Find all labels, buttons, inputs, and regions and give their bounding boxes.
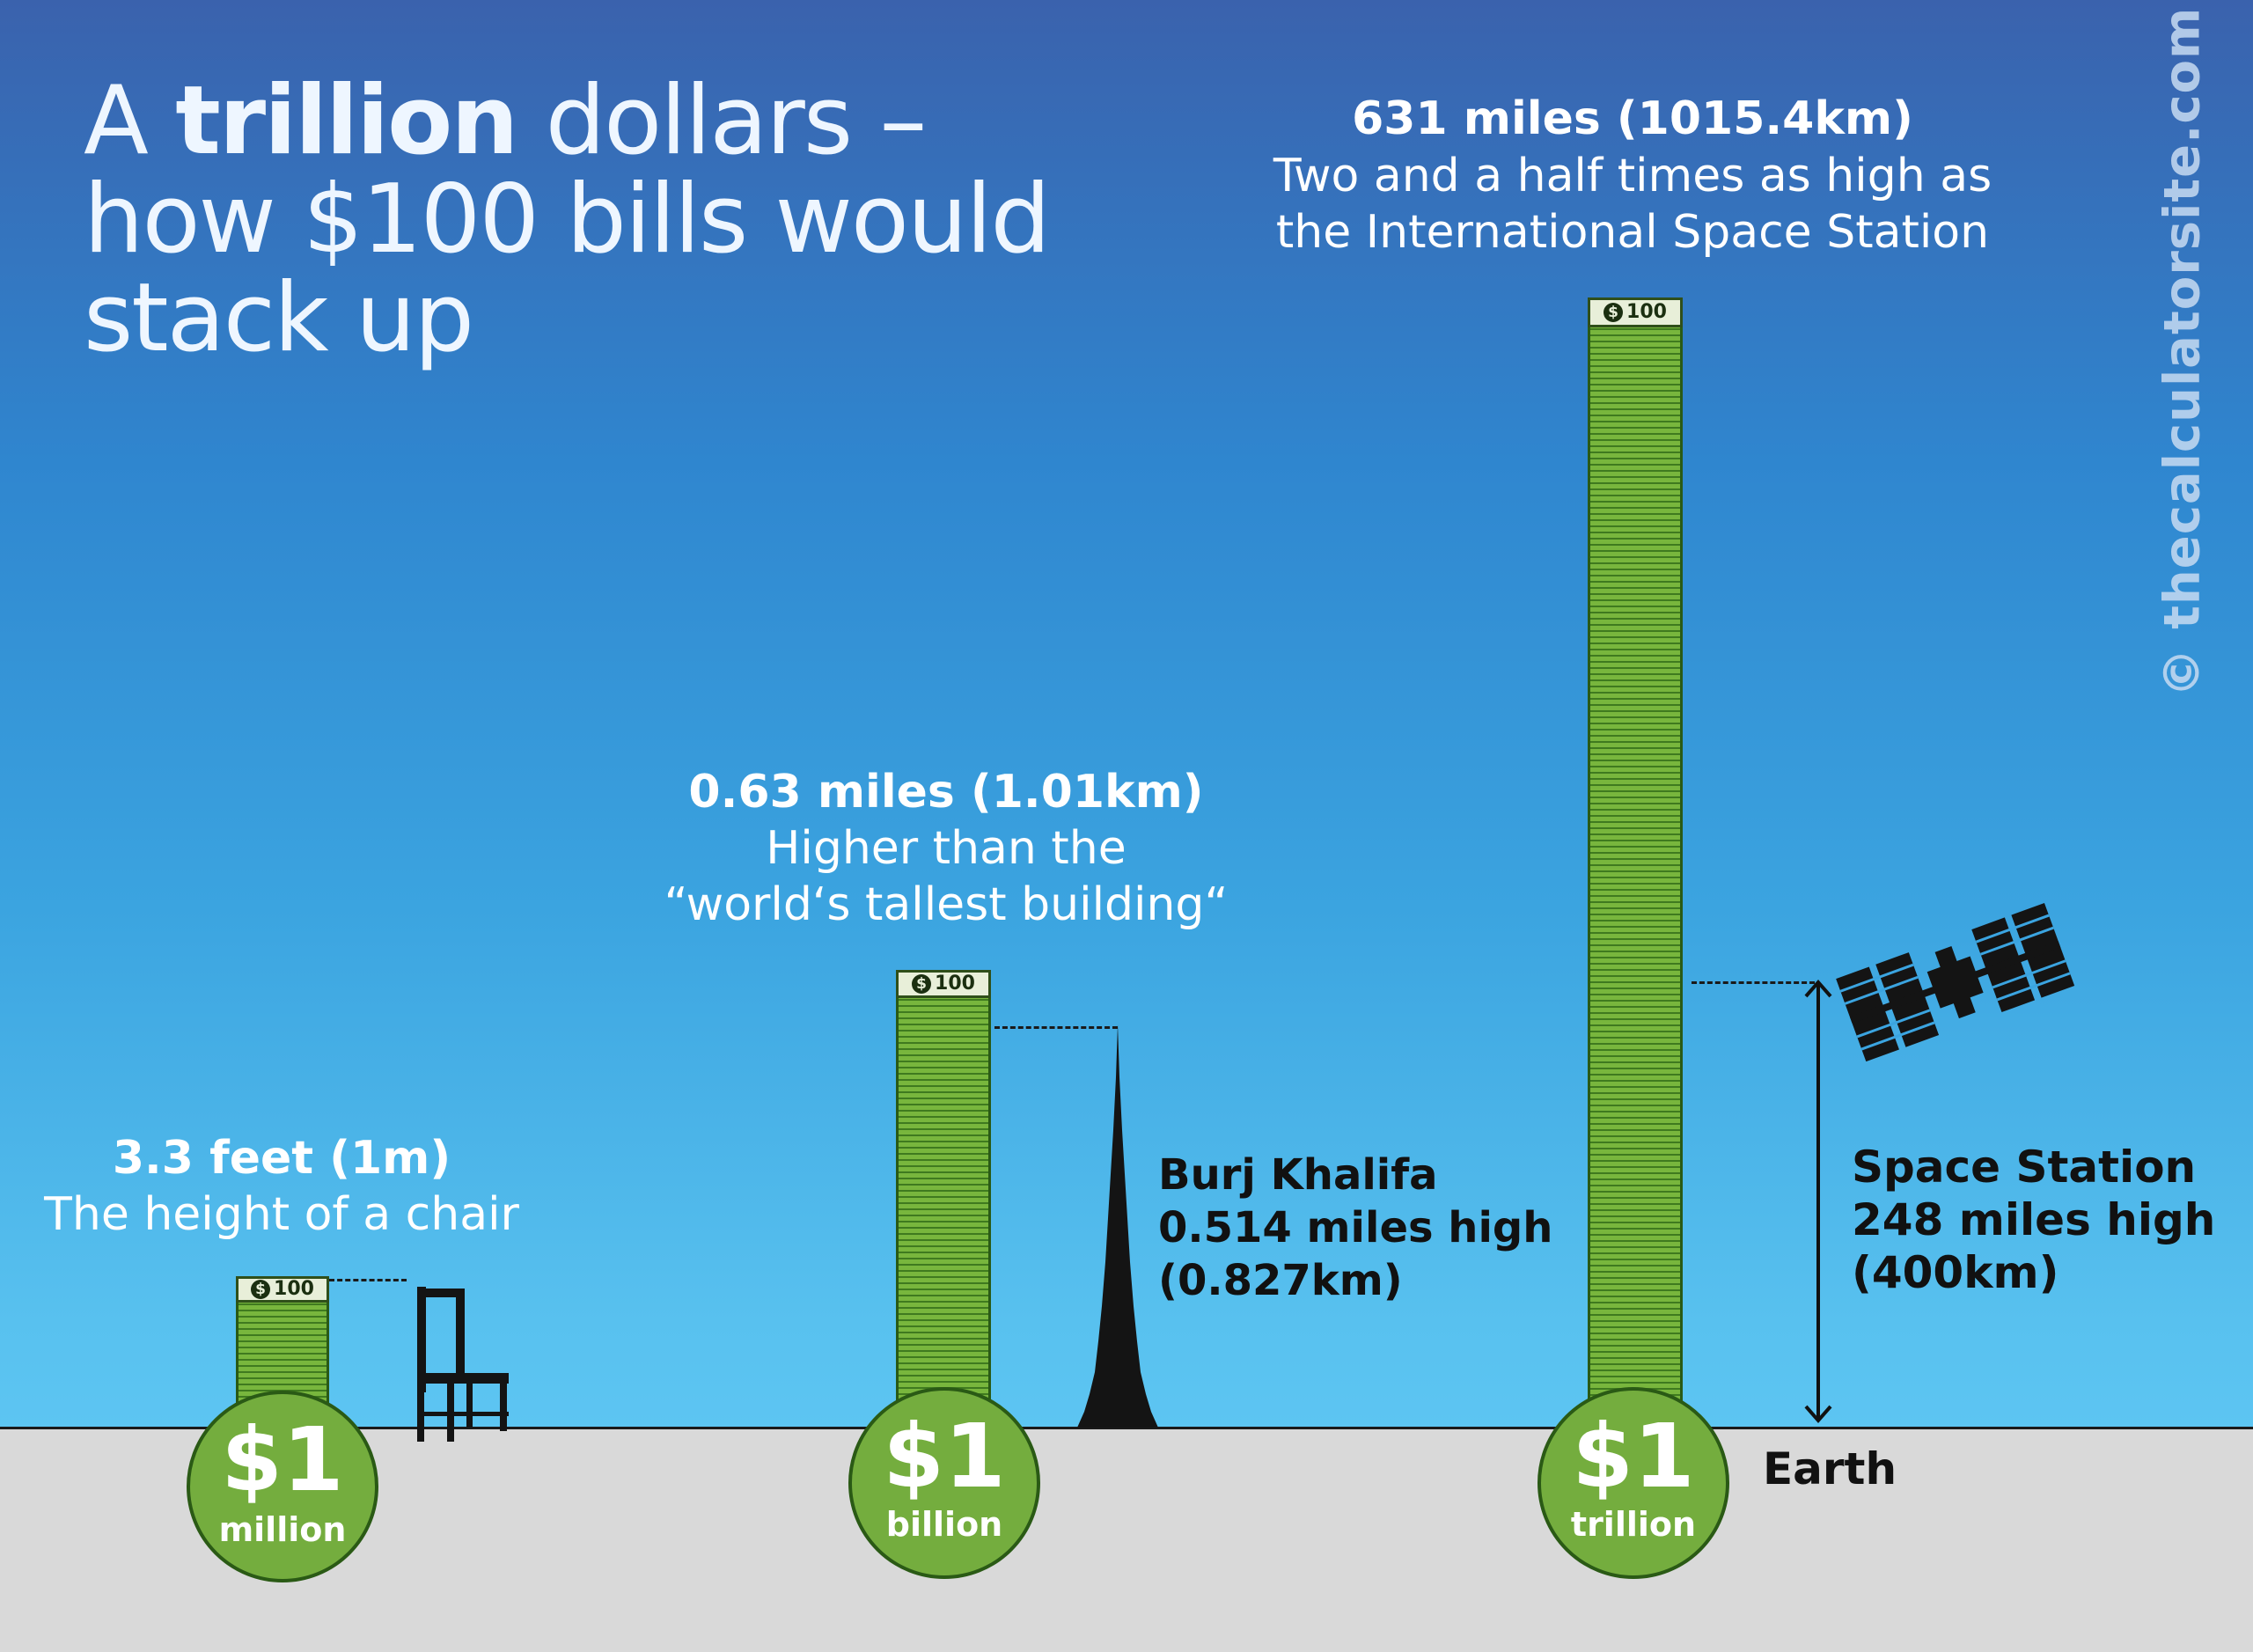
stack-billion	[896, 995, 991, 1428]
burj-khalifa-icon	[1077, 1024, 1158, 1428]
title-part2: dollars –	[517, 66, 928, 176]
burj-khalifa-height-km: (0.827km)	[1158, 1256, 1403, 1305]
caption-trillion-line2: the International Space Station	[1275, 206, 1990, 259]
space-station-icon	[1836, 902, 2075, 1062]
coin-million-unit: million	[218, 1510, 347, 1549]
coin-trillion: $1 trillion	[1537, 1387, 1729, 1579]
watermark-text: © thecalculatorsite.com	[2154, 6, 2212, 698]
coin-trillion-unit: trillion	[1570, 1505, 1697, 1544]
coin-trillion-amount: $1	[1572, 1405, 1695, 1508]
burj-khalifa-height: 0.514 miles high	[1158, 1203, 1553, 1252]
coin-billion: $1 billion	[848, 1387, 1040, 1579]
dash-line-station	[1692, 981, 1815, 984]
bill-top-trillion: $100	[1588, 297, 1683, 327]
bill-top-billion: $100	[896, 970, 991, 998]
earth-label: Earth	[1763, 1443, 1897, 1494]
stack-trillion	[1588, 324, 1683, 1428]
dollar-symbol-icon: $	[912, 974, 932, 994]
page-title: A trillion dollars – how $100 bills woul…	[84, 72, 1051, 373]
dollar-symbol-icon: $	[1604, 303, 1624, 322]
caption-billion: 0.63 miles (1.01km) Higher than the “wor…	[594, 764, 1298, 933]
coin-billion-amount: $1	[883, 1405, 1006, 1508]
caption-trillion-line1: Two and a half times as high as	[1273, 150, 1992, 202]
caption-trillion: 631 miles (1015.4km) Two and a half time…	[1215, 90, 2051, 261]
title-part1: A	[84, 66, 176, 176]
bill-label: 100	[274, 1278, 314, 1300]
title-bold: trillion	[175, 66, 518, 176]
dash-line-chair	[329, 1279, 407, 1281]
caption-trillion-height: 631 miles (1015.4km)	[1352, 92, 1913, 145]
space-station-height: 248 miles high	[1852, 1194, 2216, 1245]
caption-billion-height: 0.63 miles (1.01km)	[688, 766, 1204, 819]
caption-billion-line2: “world‘s tallest building“	[664, 878, 1229, 931]
space-station-name: Space Station	[1852, 1142, 2197, 1193]
space-station-label: Space Station 248 miles high (400km)	[1852, 1141, 2215, 1299]
caption-million-height: 3.3 feet (1m)	[112, 1132, 451, 1185]
coin-billion-unit: billion	[885, 1505, 1003, 1544]
bill-label: 100	[1626, 301, 1667, 323]
watermark: © thecalculatorsite.com	[2147, 7, 2218, 698]
burj-khalifa-name: Burj Khalifa	[1158, 1150, 1438, 1200]
altitude-arrow-icon	[1804, 979, 1832, 1424]
coin-million: $1 million	[187, 1391, 378, 1582]
bill-label: 100	[935, 973, 975, 995]
space-station-height-km: (400km)	[1852, 1247, 2059, 1298]
bill-top-million: $100	[236, 1276, 329, 1303]
caption-billion-line1: Higher than the	[766, 822, 1126, 875]
title-line3: stack up	[84, 263, 474, 373]
caption-million: 3.3 feet (1m) The height of a chair	[26, 1130, 537, 1243]
dash-line-burj	[994, 1026, 1118, 1029]
caption-million-description: The height of a chair	[44, 1188, 519, 1241]
title-line2: how $100 bills would	[84, 165, 1051, 275]
chair-icon	[417, 1287, 509, 1442]
dollar-symbol-icon: $	[251, 1280, 271, 1299]
burj-khalifa-label: Burj Khalifa 0.514 miles high (0.827km)	[1158, 1149, 1552, 1307]
coin-million-amount: $1	[221, 1408, 344, 1511]
